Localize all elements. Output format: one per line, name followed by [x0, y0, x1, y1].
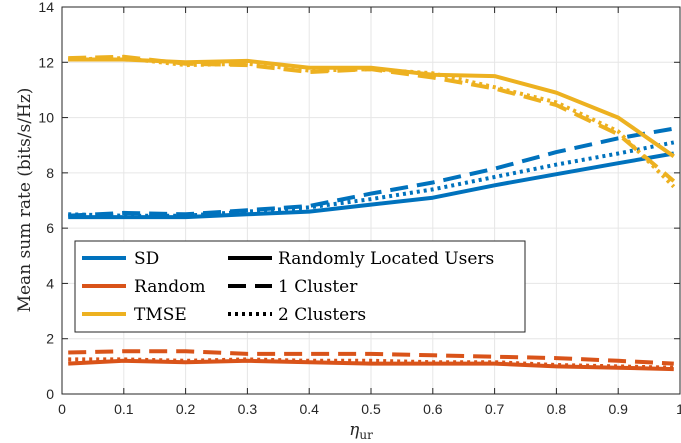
series-lines	[68, 54, 676, 372]
x-axis-label-sub: ur	[359, 428, 373, 442]
legend-scenario-label: 1 Cluster	[278, 277, 358, 297]
x-tick-label: 0.3	[238, 401, 258, 417]
y-tick-label: 6	[46, 220, 54, 236]
x-tick-label: 0.1	[114, 401, 134, 417]
x-tick-label: 0.5	[361, 401, 381, 417]
series-line	[68, 357, 674, 370]
y-tick-label: 0	[46, 386, 54, 402]
x-axis-label-main: η	[349, 420, 360, 440]
legend-method-label: Random	[134, 277, 206, 297]
legend-method-label: SD	[134, 249, 159, 269]
x-tick-label: 0.8	[547, 401, 567, 417]
series-line	[68, 56, 676, 189]
x-tick-label: 0.7	[485, 401, 505, 417]
legend-box	[74, 240, 526, 333]
x-tick-label: 0.4	[299, 401, 319, 417]
y-tick-label: 14	[38, 0, 54, 15]
x-axis-label: ηur	[349, 420, 373, 442]
x-tick-label: 0.2	[176, 401, 196, 417]
series-line	[68, 126, 675, 218]
x-tick-label: 0.9	[608, 401, 628, 417]
legend-scenario-label: 2 Clusters	[278, 305, 366, 325]
x-tick-label: 0.6	[423, 401, 443, 417]
y-tick-label: 4	[46, 275, 54, 291]
legend: SD Random TMSE Randomly Located Users 1 Clus…	[74, 240, 526, 333]
x-tick-label: 1	[676, 401, 681, 417]
series-line	[68, 151, 675, 220]
y-axis-label: Mean sum rate (bits/s/Hz)	[15, 88, 35, 313]
series-line	[68, 140, 675, 218]
series-line	[68, 358, 674, 372]
y-tick-label: 8	[46, 165, 54, 181]
y-tick-label: 12	[38, 54, 54, 70]
x-tick-label: 0	[58, 401, 66, 417]
legend-method-label: TMSE	[134, 305, 187, 325]
legend-scenario-label: Randomly Located Users	[278, 249, 494, 269]
y-tick-label: 10	[38, 110, 54, 126]
y-tick-label: 2	[46, 331, 54, 347]
legend-items: SD Random TMSE Randomly Located Users 1 Clus…	[82, 249, 494, 325]
series-line	[68, 349, 674, 366]
